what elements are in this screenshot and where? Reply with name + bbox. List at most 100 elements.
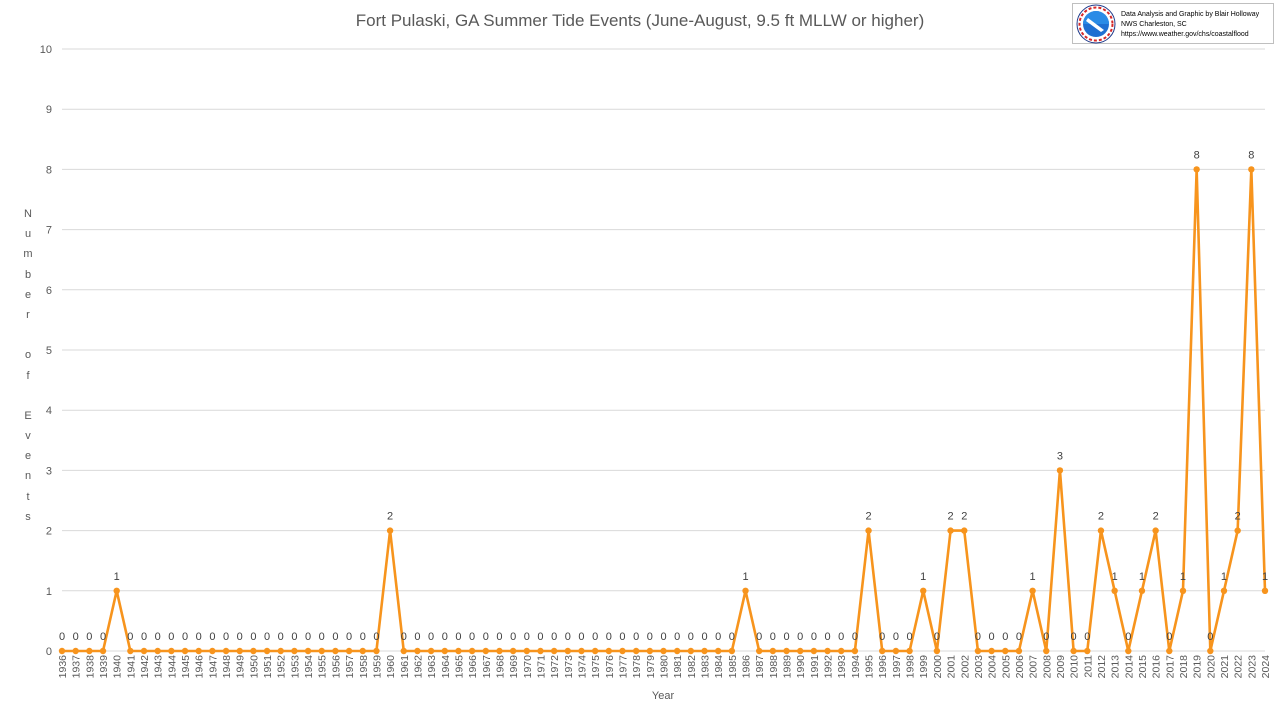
data-label: 0 — [73, 631, 79, 643]
data-point — [1015, 647, 1023, 655]
data-label: 0 — [196, 631, 202, 643]
data-label: 0 — [455, 631, 461, 643]
data-point — [113, 587, 120, 594]
x-tick-label: 1953 — [289, 655, 301, 679]
data-label: 0 — [729, 631, 735, 643]
x-tick-label: 2005 — [1000, 655, 1012, 679]
data-point — [277, 647, 284, 655]
y-axis-label-char: v — [25, 430, 31, 443]
data-label: 0 — [824, 631, 830, 643]
y-axis-label-char: u — [24, 228, 32, 241]
x-tick-label: 1988 — [768, 655, 780, 679]
data-point — [318, 647, 325, 655]
x-tick-label: 1945 — [180, 655, 192, 679]
data-point — [181, 647, 189, 655]
y-tick-label: 5 — [46, 345, 52, 357]
x-tick-label: 1946 — [194, 655, 206, 679]
data-point — [564, 647, 572, 655]
x-tick-label: 1939 — [98, 655, 110, 679]
data-point — [414, 647, 421, 655]
data-point — [988, 647, 995, 655]
data-label: 0 — [319, 631, 325, 643]
data-label: 0 — [1084, 631, 1090, 643]
data-label: 0 — [483, 631, 489, 643]
x-tick-label: 1966 — [467, 655, 479, 679]
data-point — [455, 647, 462, 655]
x-tick-label: 1941 — [125, 655, 137, 679]
data-label: 0 — [141, 631, 147, 643]
data-point — [673, 647, 681, 655]
x-tick-labels: 1936 1937 1938 1939 1940 1941 1942 1943 1944 1945… — [57, 655, 1272, 679]
data-label: 0 — [606, 631, 612, 643]
data-label: 0 — [237, 631, 243, 643]
data-point — [892, 647, 900, 655]
data-point — [263, 647, 271, 655]
y-axis-label-char — [20, 386, 36, 406]
x-tick-label: 2020 — [1205, 655, 1217, 679]
data-point — [687, 647, 695, 655]
x-tick-label: 1952 — [276, 655, 288, 679]
x-tick-label: 1944 — [166, 655, 178, 679]
y-axis-label-char: r — [26, 308, 30, 321]
x-tick-label: 2007 — [1028, 655, 1040, 679]
data-label: 0 — [783, 631, 789, 643]
data-label: 0 — [592, 631, 598, 643]
data-point — [632, 647, 640, 655]
data-label: 0 — [619, 631, 625, 643]
data-label: 1 — [920, 571, 926, 583]
x-tick-label: 1960 — [385, 655, 397, 679]
x-tick-label: 1979 — [645, 655, 657, 679]
data-point — [291, 647, 298, 655]
data-label: 0 — [989, 631, 995, 643]
x-tick-label: 2016 — [1151, 655, 1163, 679]
x-tick-label: 1951 — [262, 655, 274, 679]
y-axis-label-char: e — [24, 450, 32, 463]
data-point — [605, 647, 613, 655]
data-label: 0 — [155, 631, 161, 643]
data-point — [646, 647, 654, 655]
data-point — [140, 647, 148, 655]
data-label: 0 — [100, 631, 106, 643]
x-tick-label: 1995 — [864, 655, 876, 679]
data-point — [154, 647, 161, 655]
data-label: 0 — [1043, 631, 1049, 643]
data-label: 0 — [647, 631, 653, 643]
data-point — [824, 647, 831, 655]
credit-line-3: https://www.weather.gov/chs/coastalflood — [1121, 31, 1249, 38]
data-point — [755, 647, 763, 655]
data-point — [1097, 527, 1105, 534]
x-tick-label: 1978 — [631, 655, 643, 679]
x-tick-label: 1972 — [549, 655, 561, 679]
data-label: 8 — [1194, 149, 1200, 161]
data-label: 2 — [961, 511, 967, 523]
data-label: 0 — [305, 631, 311, 643]
x-tick-label: 1942 — [139, 655, 151, 679]
data-label: 0 — [428, 631, 434, 643]
data-point — [974, 647, 982, 655]
y-tick-label: 10 — [40, 44, 52, 56]
data-label: 0 — [1207, 631, 1213, 643]
x-tick-label: 1959 — [371, 655, 383, 679]
x-tick-label: 1936 — [57, 655, 69, 679]
x-tick-label: 1957 — [344, 655, 356, 679]
x-tick-label: 1985 — [727, 655, 739, 679]
y-axis-label-char: N — [24, 208, 32, 220]
x-tick-label: 1971 — [535, 655, 547, 679]
x-tick-label: 1981 — [672, 655, 684, 679]
x-tick-label: 1963 — [426, 655, 438, 679]
data-point — [1138, 587, 1146, 594]
data-point — [1248, 166, 1255, 173]
data-point — [660, 647, 667, 655]
data-label: 0 — [1016, 631, 1022, 643]
data-point — [58, 647, 66, 655]
x-tick-label: 1955 — [317, 655, 329, 679]
grid-layer — [62, 48, 1265, 652]
data-label: 0 — [510, 631, 516, 643]
x-tick-label: 2017 — [1164, 655, 1176, 679]
chart-title: Fort Pulaski, GA Summer Tide Events (Jun… — [355, 11, 925, 30]
data-point — [550, 647, 558, 655]
data-point — [1111, 587, 1118, 594]
data-point — [591, 647, 599, 655]
